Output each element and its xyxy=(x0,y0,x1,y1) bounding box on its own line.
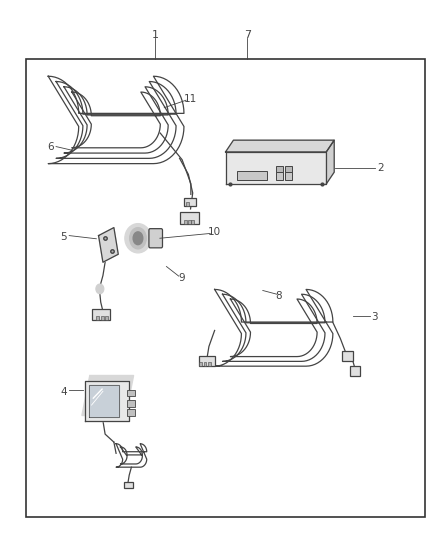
Bar xyxy=(127,409,135,416)
Text: 11: 11 xyxy=(184,94,197,103)
Polygon shape xyxy=(89,385,119,417)
Polygon shape xyxy=(99,228,118,262)
Bar xyxy=(96,316,99,320)
Bar xyxy=(204,362,206,366)
Ellipse shape xyxy=(133,232,143,245)
Bar xyxy=(105,316,108,320)
Text: 10: 10 xyxy=(208,227,221,237)
Bar xyxy=(285,166,292,172)
Bar xyxy=(285,172,292,180)
Bar xyxy=(350,366,360,376)
Bar xyxy=(184,198,196,206)
Polygon shape xyxy=(85,381,129,421)
Bar xyxy=(180,212,199,224)
Bar xyxy=(127,400,135,407)
Ellipse shape xyxy=(130,228,146,249)
Bar xyxy=(342,351,353,361)
Bar xyxy=(101,316,104,320)
Text: 7: 7 xyxy=(244,30,251,39)
Ellipse shape xyxy=(96,284,104,294)
FancyBboxPatch shape xyxy=(149,229,162,248)
Bar xyxy=(237,171,267,180)
Bar xyxy=(208,362,211,366)
Bar xyxy=(199,362,202,366)
Text: 6: 6 xyxy=(47,142,54,151)
Bar xyxy=(26,59,425,517)
Bar xyxy=(191,220,194,224)
Text: 8: 8 xyxy=(275,291,282,301)
Bar xyxy=(276,172,283,180)
Bar xyxy=(276,166,283,172)
Text: 4: 4 xyxy=(60,387,67,397)
Bar xyxy=(187,202,189,206)
Text: 3: 3 xyxy=(371,312,378,322)
Text: 2: 2 xyxy=(378,163,385,173)
Polygon shape xyxy=(226,152,326,184)
Bar xyxy=(199,356,215,366)
Polygon shape xyxy=(326,140,334,184)
Text: 9: 9 xyxy=(178,273,185,283)
Text: 1: 1 xyxy=(152,30,159,39)
Bar xyxy=(188,220,191,224)
Polygon shape xyxy=(226,140,334,152)
Text: 5: 5 xyxy=(60,232,67,242)
Bar xyxy=(127,390,135,396)
Bar xyxy=(184,220,187,224)
Bar xyxy=(124,482,133,488)
Polygon shape xyxy=(82,375,134,416)
Bar xyxy=(92,309,110,320)
Ellipse shape xyxy=(125,223,151,253)
